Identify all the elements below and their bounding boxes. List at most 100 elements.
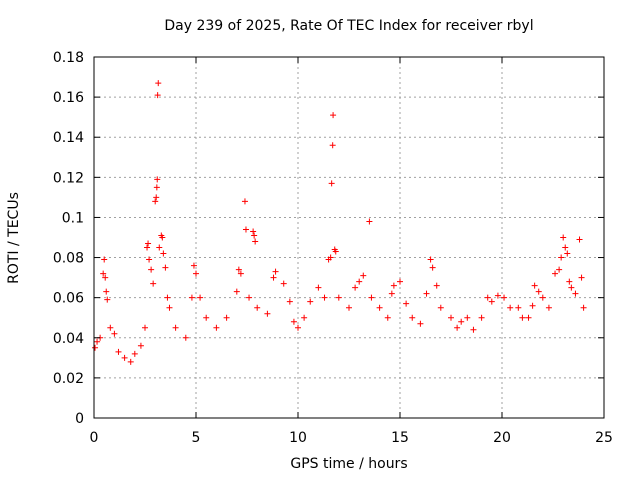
data-point (148, 266, 155, 273)
data-point (197, 294, 204, 301)
data-points (92, 80, 587, 365)
data-point (539, 294, 546, 301)
x-axis-label: GPS time / hours (290, 456, 408, 472)
data-point (423, 290, 430, 297)
axis-ticks: 0 5 10 15 20 25 0 0.02 0.04 0.06 0.08 0.1 0.12 0.14 0.… (53, 50, 613, 446)
data-point (478, 314, 485, 321)
data-point (384, 314, 391, 321)
data-point (290, 318, 297, 325)
data-point (155, 80, 162, 87)
data-point (104, 296, 111, 303)
data-point (102, 274, 109, 281)
y-tick-label: 0.08 (53, 251, 84, 267)
data-point (566, 278, 573, 285)
data-point (121, 354, 128, 361)
data-point (166, 304, 173, 311)
data-point (153, 184, 160, 191)
data-point (332, 248, 339, 255)
y-tick-label: 0.06 (53, 291, 84, 307)
y-tick-label: 0.14 (53, 130, 84, 146)
data-point (103, 288, 110, 295)
data-point (142, 324, 148, 331)
chart-title: Day 239 of 2025, Rate Of TEC Index for r… (164, 18, 534, 34)
data-point (403, 300, 410, 307)
y-tick-label: 0.16 (53, 90, 84, 106)
data-point (552, 270, 559, 277)
data-point (235, 266, 242, 273)
data-point (525, 314, 532, 321)
x-tick-label: 15 (391, 430, 409, 446)
data-point (376, 304, 383, 311)
grid-lines (94, 57, 604, 418)
y-tick-label: 0.18 (53, 50, 84, 66)
data-point (264, 310, 271, 317)
x-tick-label: 25 (595, 430, 613, 446)
y-tick-label: 0 (75, 411, 84, 427)
data-point (237, 270, 244, 277)
data-point (564, 250, 571, 257)
data-point (145, 240, 152, 247)
y-tick-label: 0.02 (53, 371, 84, 387)
data-point (307, 298, 314, 305)
data-point (507, 304, 514, 311)
data-point (484, 294, 491, 301)
data-point (429, 264, 436, 271)
data-point (329, 142, 336, 149)
data-point (146, 256, 153, 263)
data-point (545, 304, 552, 311)
data-point (213, 324, 220, 331)
data-point (115, 348, 122, 355)
y-tick-label: 0.1 (62, 210, 84, 226)
data-point (111, 330, 118, 337)
data-point (368, 294, 375, 301)
data-point (250, 228, 257, 235)
data-point (458, 318, 465, 325)
data-point (327, 254, 334, 261)
data-point (488, 298, 495, 305)
data-point (572, 290, 579, 297)
data-point (470, 326, 477, 333)
data-point (501, 294, 508, 301)
data-point (556, 266, 563, 273)
data-point (578, 274, 585, 281)
data-point (558, 254, 565, 261)
data-point (188, 294, 195, 301)
data-point (159, 234, 166, 241)
data-point (242, 226, 249, 233)
data-point (315, 284, 322, 291)
data-point (286, 298, 293, 305)
data-point (390, 282, 397, 289)
data-point (131, 350, 138, 357)
x-tick-label: 10 (289, 430, 307, 446)
data-point (397, 278, 403, 285)
data-point (150, 280, 157, 287)
data-point (560, 234, 567, 241)
data-point (100, 270, 107, 277)
data-point (519, 314, 526, 321)
data-point (193, 270, 199, 277)
data-point (335, 294, 342, 301)
data-point (356, 278, 363, 285)
data-point (172, 324, 179, 331)
y-axis-label: ROTI / TECUs (6, 192, 22, 284)
data-point (535, 288, 542, 295)
data-point (233, 288, 240, 295)
data-point (101, 256, 108, 263)
data-point (153, 194, 160, 201)
data-point (352, 284, 359, 291)
data-point (529, 302, 536, 309)
data-point (301, 314, 308, 321)
data-point (448, 314, 454, 321)
data-point (152, 198, 159, 205)
data-point (182, 334, 189, 341)
data-point (531, 282, 538, 289)
data-point (252, 238, 259, 245)
data-point (280, 280, 287, 287)
data-point (366, 218, 373, 225)
data-point (568, 284, 575, 291)
data-point (107, 324, 114, 331)
data-point (270, 274, 277, 281)
data-point (241, 198, 248, 205)
data-point (223, 314, 230, 321)
